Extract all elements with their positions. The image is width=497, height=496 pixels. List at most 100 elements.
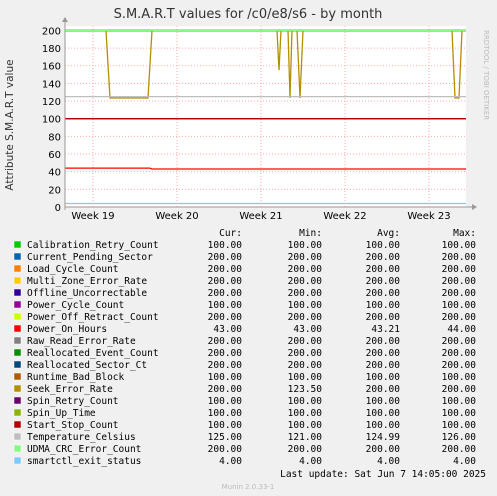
series-lines (62, 17, 477, 210)
legend-value: 200.00 (208, 252, 243, 263)
legend-value: 100.00 (442, 372, 477, 383)
legend-swatch (13, 252, 22, 261)
y-tick-label: 80 (48, 132, 61, 143)
legend-value: 100.00 (442, 408, 477, 419)
y-tick-label: 20 (48, 185, 61, 196)
legend-swatch (13, 324, 22, 333)
series-line-seek-error-rate (65, 29, 466, 99)
legend-col-header: Max: (453, 228, 476, 239)
munin-version: Munin 2.0.33-1 (222, 483, 275, 491)
legend-value: 200.00 (366, 348, 401, 359)
y-axis-label: Attribute S.M.A.R.T value (4, 59, 16, 190)
legend-series-name: Seek_Error_Rate (27, 384, 113, 395)
y-axis-arrow (62, 17, 68, 22)
legend-value: 123.50 (288, 384, 323, 395)
legend-series-name: Spin_Retry_Count (27, 396, 119, 407)
legend-value: 200.00 (208, 312, 243, 323)
legend-value: 200.00 (366, 360, 401, 371)
legend-series-name: Reallocated_Sector_Ct (27, 360, 147, 371)
x-axis-ticks: Week 19 Week 20 Week 21 Week 22 Week 23 (71, 211, 450, 222)
legend-value: 200.00 (442, 252, 477, 263)
legend-swatch (13, 300, 22, 309)
legend-value: 200.00 (366, 312, 401, 323)
legend-swatch (13, 420, 22, 429)
legend-value: 44.00 (447, 324, 476, 335)
x-tick-label: Week 21 (239, 211, 282, 222)
legend-value: 200.00 (208, 384, 243, 395)
legend-swatch (13, 348, 22, 357)
chart-title: S.M.A.R.T values for /c0/e8/s6 - by mont… (114, 7, 383, 22)
y-tick-label: 100 (42, 115, 61, 126)
y-tick-label: 140 (42, 79, 61, 90)
legend-swatch (13, 444, 22, 453)
y-tick-label: 180 (42, 44, 61, 55)
legend-series-name: Multi_Zone_Error_Rate (27, 276, 147, 287)
legend-value: 200.00 (288, 276, 323, 287)
legend-value: 100.00 (442, 300, 477, 311)
legend-value: 200.00 (208, 348, 243, 359)
legend-swatch (13, 396, 22, 405)
legend-swatch (13, 264, 22, 273)
legend-value: 200.00 (208, 360, 243, 371)
legend-swatch (13, 240, 22, 249)
x-tick-label: Week 22 (323, 211, 366, 222)
legend-value: 200.00 (208, 276, 243, 287)
legend-value: 200.00 (442, 336, 477, 347)
legend-series-name: Load_Cycle_Count (27, 264, 119, 275)
legend-col-header: Min: (299, 228, 322, 239)
legend-value: 100.00 (442, 420, 477, 431)
legend-table: Cur: Min: Avg: Max: Calibration_Retry_Count 1… (13, 228, 477, 467)
legend-value: 124.99 (366, 432, 401, 443)
legend-series-name: Raw_Read_Error_Rate (27, 336, 136, 347)
legend-value: 200.00 (442, 312, 477, 323)
legend-series-name: Spin_Up_Time (27, 408, 96, 419)
legend-series-name: Runtime_Bad_Block (27, 372, 125, 383)
y-tick-label: 40 (48, 168, 61, 179)
y-axis-ticks: 0 20 40 60 80 100 120 140 160 180 200 (42, 26, 61, 214)
legend-series-name: Calibration_Retry_Count (27, 240, 159, 251)
legend-value: 100.00 (208, 408, 243, 419)
legend-series-name: Temperature_Celsius (27, 432, 136, 443)
legend-series-name: Power_Cycle_Count (27, 300, 124, 311)
legend-swatch (13, 372, 22, 381)
x-tick-label: Week 19 (71, 211, 114, 222)
legend-swatch (13, 384, 22, 393)
legend-value: 43.00 (213, 324, 242, 335)
legend-value: 200.00 (288, 312, 323, 323)
legend-value: 200.00 (208, 288, 243, 299)
legend-value: 200.00 (288, 348, 323, 359)
legend-value: 200.00 (288, 360, 323, 371)
legend-value: 100.00 (288, 300, 323, 311)
legend-value: 100.00 (288, 408, 323, 419)
legend-value: 200.00 (366, 252, 401, 263)
legend-swatch (13, 336, 22, 345)
legend-value: 43.21 (371, 324, 400, 335)
legend-value: 100.00 (442, 240, 477, 251)
x-tick-label: Week 20 (155, 211, 198, 222)
plot-area (65, 26, 466, 208)
legend-series-name: Current_Pending_Sector (27, 252, 153, 263)
legend-value: 100.00 (366, 408, 401, 419)
legend-value: 200.00 (208, 444, 243, 455)
legend-value: 200.00 (288, 444, 323, 455)
legend-value: 100.00 (288, 240, 323, 251)
legend-value: 200.00 (366, 444, 401, 455)
legend-value: 100.00 (208, 372, 243, 383)
series-line-power-on-hours (65, 167, 466, 170)
legend-series-name: UDMA_CRC_Error_Count (27, 444, 141, 455)
x-tick-label: Week 23 (407, 211, 450, 222)
legend-value: 200.00 (366, 288, 401, 299)
legend-value: 200.00 (366, 276, 401, 287)
legend-value: 100.00 (366, 240, 401, 251)
legend-swatch (13, 360, 22, 369)
legend-value: 200.00 (442, 276, 477, 287)
legend-value: 200.00 (442, 360, 477, 371)
legend-value: 200.00 (288, 288, 323, 299)
plot-background (65, 26, 466, 207)
legend-value: 43.00 (293, 324, 322, 335)
legend-value: 100.00 (288, 420, 323, 431)
legend-value: 126.00 (442, 432, 477, 443)
legend-value: 100.00 (442, 396, 477, 407)
rrdtool-credit: RRDTOOL / TOBI OETIKER (482, 30, 490, 120)
legend-series-name: Power_On_Hours (27, 324, 107, 335)
